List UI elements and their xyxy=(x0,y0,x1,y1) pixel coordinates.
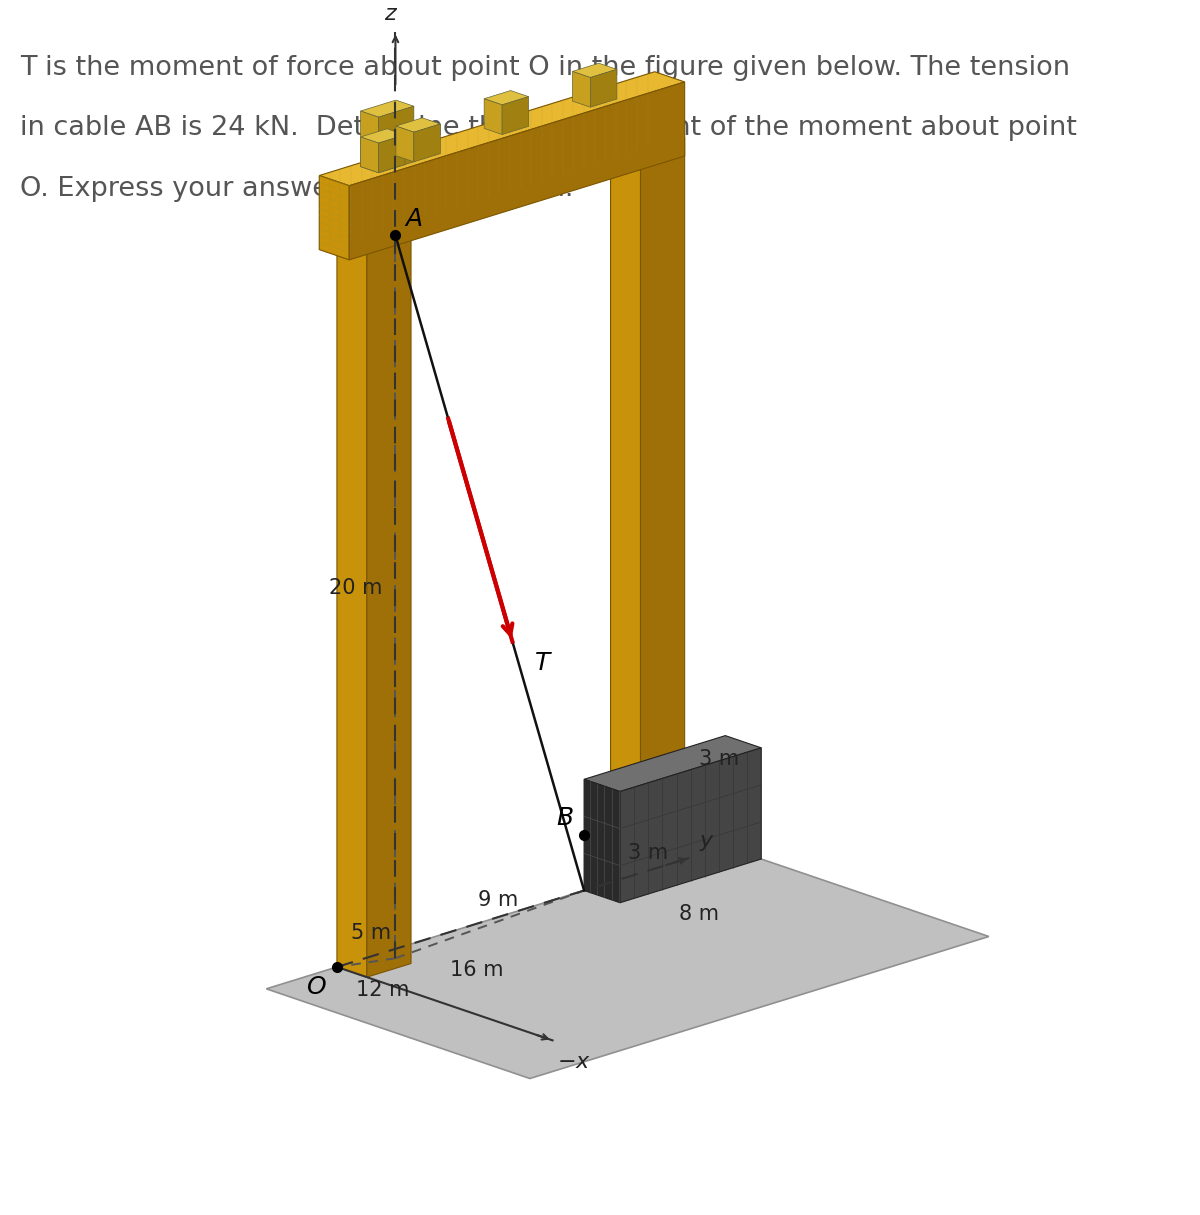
Text: 20 m: 20 m xyxy=(329,577,383,598)
Polygon shape xyxy=(266,847,989,1079)
Polygon shape xyxy=(319,175,349,260)
Text: 9 m: 9 m xyxy=(479,889,518,910)
Polygon shape xyxy=(337,211,412,236)
Text: T is the moment of force about point O in the figure given below. The tension: T is the moment of force about point O i… xyxy=(20,55,1070,81)
Polygon shape xyxy=(319,72,685,186)
Text: $T$: $T$ xyxy=(534,650,553,674)
Polygon shape xyxy=(484,98,502,135)
Polygon shape xyxy=(641,137,685,893)
Polygon shape xyxy=(611,141,641,893)
Polygon shape xyxy=(360,129,406,143)
Polygon shape xyxy=(572,72,590,107)
Polygon shape xyxy=(367,222,412,977)
Polygon shape xyxy=(360,111,378,173)
Text: 3 m: 3 m xyxy=(628,843,668,863)
Polygon shape xyxy=(349,81,685,260)
Text: 16 m: 16 m xyxy=(450,960,503,981)
Text: 5 m: 5 m xyxy=(350,923,391,943)
Polygon shape xyxy=(396,118,440,132)
Polygon shape xyxy=(611,128,685,151)
Text: in cable AB is 24 kN.  Determine the x-component of the moment about point: in cable AB is 24 kN. Determine the x-co… xyxy=(20,115,1076,141)
Polygon shape xyxy=(337,226,367,977)
Text: 3 m: 3 m xyxy=(698,750,739,769)
Polygon shape xyxy=(378,135,406,173)
Polygon shape xyxy=(360,100,414,117)
Polygon shape xyxy=(360,137,378,173)
Polygon shape xyxy=(378,106,414,173)
Text: $O$: $O$ xyxy=(306,974,326,999)
Text: $A$: $A$ xyxy=(404,207,422,231)
Polygon shape xyxy=(396,126,414,162)
Text: O. Express your answer in units of kN-m.: O. Express your answer in units of kN-m. xyxy=(20,176,574,202)
Text: $y$: $y$ xyxy=(698,832,715,853)
Polygon shape xyxy=(584,779,620,903)
Polygon shape xyxy=(484,91,529,104)
Polygon shape xyxy=(414,124,440,162)
Polygon shape xyxy=(502,97,529,135)
Text: $-x$: $-x$ xyxy=(557,1052,590,1072)
Polygon shape xyxy=(572,63,617,78)
Text: $z$: $z$ xyxy=(384,4,398,24)
Polygon shape xyxy=(584,735,761,791)
Text: 8 m: 8 m xyxy=(679,904,719,923)
Text: 12 m: 12 m xyxy=(355,979,409,1000)
Text: $B$: $B$ xyxy=(556,806,574,830)
Polygon shape xyxy=(620,748,761,903)
Polygon shape xyxy=(590,69,617,107)
